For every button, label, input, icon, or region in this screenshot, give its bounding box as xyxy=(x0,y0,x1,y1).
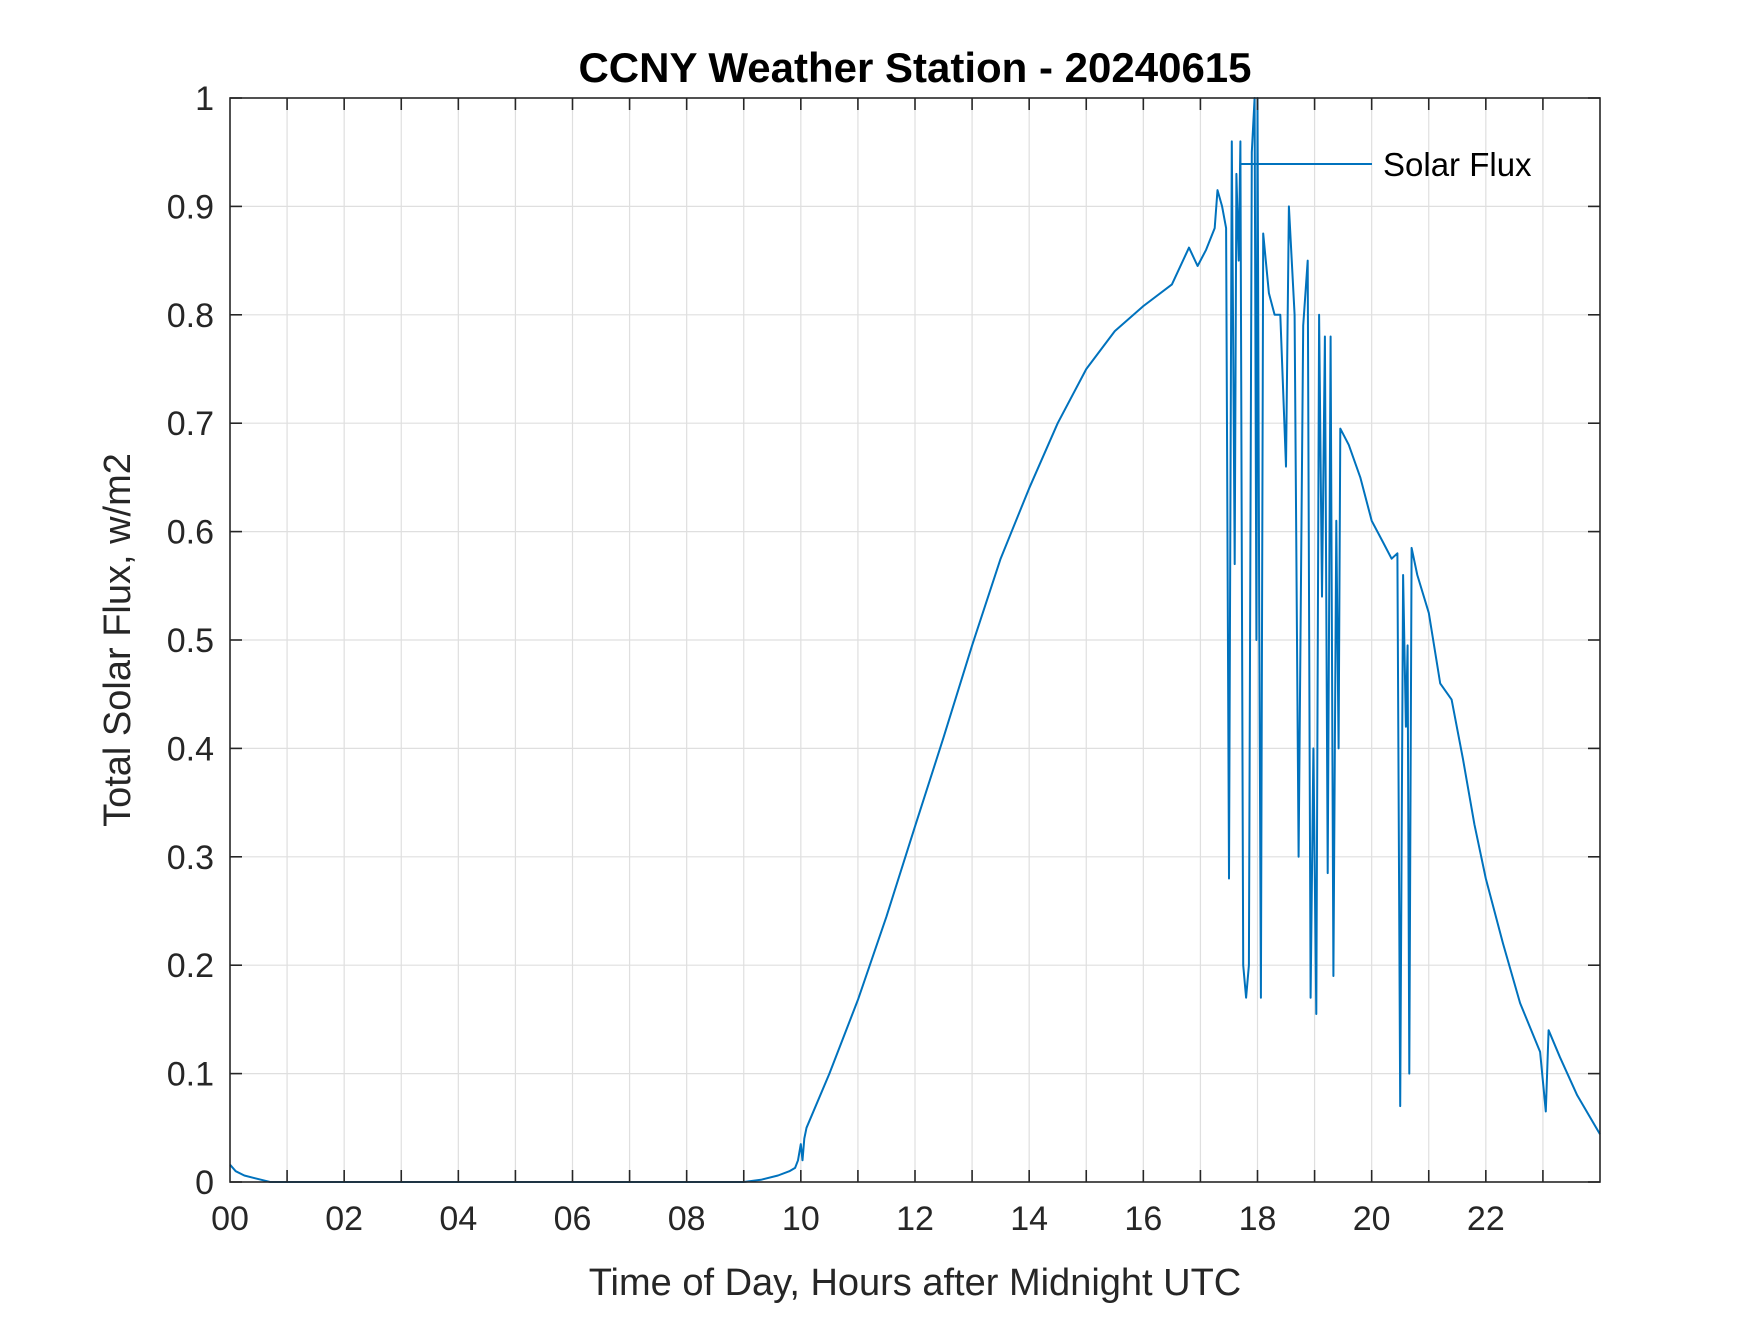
y-tick-label: 0.4 xyxy=(167,730,214,768)
x-tick-label: 06 xyxy=(554,1200,592,1238)
y-tick-label: 1 xyxy=(195,80,214,118)
x-tick-label: 18 xyxy=(1239,1200,1277,1238)
x-tick-label: 12 xyxy=(896,1200,934,1238)
legend-label-solar-flux: Solar Flux xyxy=(1383,146,1532,183)
x-tick-label: 00 xyxy=(211,1200,249,1238)
x-tick-label: 16 xyxy=(1124,1200,1162,1238)
y-tick-label: 0 xyxy=(195,1164,214,1202)
x-axis-label: Time of Day, Hours after Midnight UTC xyxy=(589,1262,1242,1304)
y-axis-label: Total Solar Flux, w/m2 xyxy=(97,453,139,827)
x-tick-label: 08 xyxy=(668,1200,706,1238)
y-tick-label: 0.8 xyxy=(167,297,214,335)
x-tick-label: 14 xyxy=(1010,1200,1048,1238)
y-tick-label: 0.2 xyxy=(167,947,214,985)
y-tick-label: 0.5 xyxy=(167,622,214,660)
x-tick-label: 04 xyxy=(439,1200,477,1238)
chart-title: CCNY Weather Station - 20240615 xyxy=(578,44,1251,91)
y-tick-label: 0.7 xyxy=(167,405,214,443)
y-tick-label: 0.3 xyxy=(167,839,214,877)
x-tick-label: 22 xyxy=(1467,1200,1505,1238)
axis-ticks: 00 02 04 06 08 10 12 14 16 18 20 22 0 0.1 0.2 0.3 0.4 0.5… xyxy=(167,80,1600,1238)
x-tick-label: 02 xyxy=(325,1200,363,1238)
grid xyxy=(230,98,1600,1182)
y-tick-label: 0.6 xyxy=(167,514,214,552)
series-layer xyxy=(229,97,1601,1183)
x-tick-label: 20 xyxy=(1353,1200,1391,1238)
y-tick-label: 0.1 xyxy=(167,1056,214,1094)
y-tick-label: 0.9 xyxy=(167,188,214,226)
x-tick-label: 10 xyxy=(782,1200,820,1238)
series-line-solar-flux xyxy=(229,97,1601,1183)
legend: Solar Flux xyxy=(1240,146,1532,183)
